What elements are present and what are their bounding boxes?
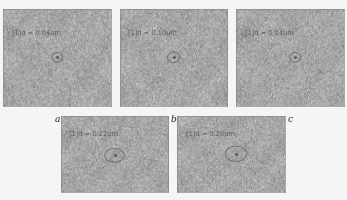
Text: [1]d = 0.10μm: [1]d = 0.10μm — [128, 29, 177, 36]
Text: [1]d = 0.26μm: [1]d = 0.26μm — [186, 130, 235, 137]
Text: [1]d = 0.22μm: [1]d = 0.22μm — [69, 130, 118, 137]
Text: [1]d = 0.04μm: [1]d = 0.04μm — [12, 29, 61, 36]
Text: c: c — [287, 114, 292, 123]
Text: a: a — [54, 114, 60, 123]
Text: b: b — [171, 114, 176, 123]
Text: [1]d = 0.14μm: [1]d = 0.14μm — [245, 29, 293, 36]
